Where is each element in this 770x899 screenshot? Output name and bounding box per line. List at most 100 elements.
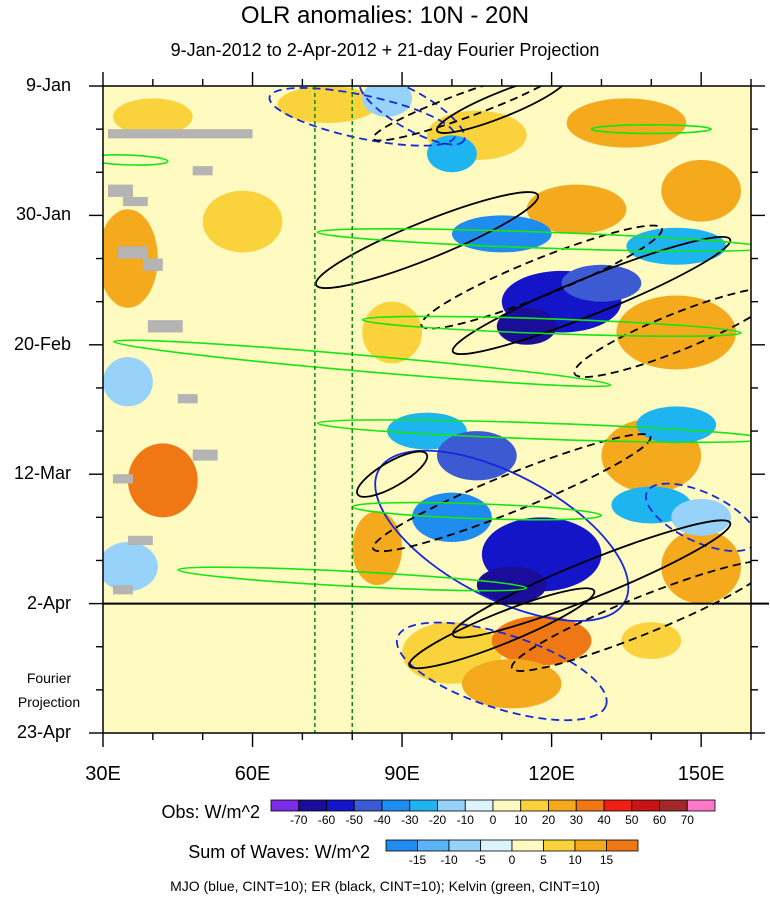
obs-colorbar-swatch: [575, 799, 605, 812]
kelvin-contour: [113, 339, 612, 388]
reference-lines: [103, 86, 769, 733]
obs-colorbar-swatch: [270, 799, 300, 812]
er-contours: [314, 86, 751, 672]
er-contour: [356, 450, 429, 498]
er-contour: [372, 86, 562, 142]
obs-colorbar-swatch: [437, 799, 466, 812]
er-contour: [451, 236, 732, 355]
anomaly-blob: [661, 159, 742, 222]
er-contour: [451, 519, 732, 639]
obs-colorbar-tick-label: 60: [652, 813, 667, 827]
mjo-contour: [395, 621, 608, 722]
obs-colorbar-tick-label: -10: [456, 813, 474, 827]
obs-colorbar-tick-label: 30: [569, 813, 583, 827]
kelvin-contour: [316, 419, 751, 444]
anomaly-blob: [491, 615, 592, 666]
anomaly-blob: [566, 98, 687, 148]
y-tick-label: 12-Mar: [13, 463, 71, 484]
waves-colorbar-swatch: [385, 839, 418, 852]
obs-colorbar-tick-label: 10: [514, 813, 528, 827]
waves-colorbar-tick-label: -5: [475, 853, 486, 867]
obs-colorbar-tick-label: 20: [541, 813, 556, 827]
missing-data-cell: [112, 585, 133, 595]
anomaly-blob: [476, 566, 547, 604]
anomaly-blob: [352, 511, 403, 586]
anomaly-blob: [202, 190, 283, 253]
olr-anomaly-field: [103, 86, 742, 709]
plot-frame: [102, 85, 752, 734]
x-tick-label: 150E: [677, 763, 725, 785]
obs-colorbar-swatch: [520, 799, 549, 812]
anomaly-blob: [611, 486, 692, 524]
waves-colorbar-tick-label: 0: [508, 853, 516, 867]
waves-colorbar-tick-label: 15: [599, 853, 614, 867]
mjo-contour: [358, 86, 466, 146]
missing-data-cell: [112, 474, 133, 484]
obs-colorbar-label: Obs: W/m^2: [161, 802, 260, 822]
chart-title: OLR anomalies: 10N - 20N: [240, 2, 530, 29]
obs-colorbar-swatch: [631, 799, 660, 812]
waves-colorbar-swatch: [480, 839, 513, 852]
anomaly-blob: [671, 498, 732, 536]
missing-data-cell: [117, 246, 148, 259]
obs-colorbar-tick-label: -40: [373, 813, 391, 827]
y-tick-label: 2-Apr: [26, 592, 71, 613]
x-tick-label: 90E: [384, 763, 420, 785]
kelvin-contour: [103, 154, 169, 166]
anomaly-blob: [362, 86, 413, 117]
obs-colorbar-swatch: [409, 799, 438, 812]
obs-colorbar-swatch: [492, 799, 522, 812]
anomaly-blob: [436, 431, 517, 481]
mjo-contour: [268, 87, 456, 147]
missing-data-cell: [147, 320, 183, 333]
missing-data-cells: [107, 129, 253, 595]
er-contour: [573, 287, 751, 378]
x-tick-label: 120E: [528, 763, 575, 785]
x-tick-label: 60E: [234, 763, 271, 785]
obs-colorbar-tick-label: -30: [401, 813, 419, 827]
obs-colorbar-tick-label: -70: [290, 813, 308, 827]
kelvin-contour: [361, 315, 742, 338]
obs-colorbar-swatch: [464, 799, 494, 812]
projection-label-line2: Projection: [17, 694, 81, 710]
x-tick-label: 30E: [85, 763, 121, 785]
mjo-contour: [645, 482, 751, 552]
waves-colorbar-tick-label: -15: [408, 853, 427, 867]
missing-data-cell: [177, 394, 198, 404]
obs-colorbar-tick-label: 70: [680, 813, 694, 827]
waves-colorbar-swatch: [574, 839, 607, 852]
er-contour: [510, 560, 751, 672]
missing-data-cell: [107, 184, 133, 197]
anomaly-blob: [362, 301, 423, 364]
anomaly-blob: [616, 295, 737, 370]
obs-colorbar-swatch: [326, 799, 355, 812]
obs-colorbar-swatch: [686, 799, 716, 812]
obs-colorbar-swatch: [298, 799, 327, 812]
anomaly-blob: [262, 634, 343, 672]
obs-colorbar-tick-label: -50: [345, 813, 363, 827]
obs-colorbar-tick-label: 40: [597, 813, 611, 827]
anomaly-blob: [636, 406, 717, 444]
projection-label-line1: Fourier: [26, 670, 72, 686]
anomaly-blob: [526, 184, 627, 234]
y-tick-label: 23-Apr: [16, 722, 71, 742]
er-contour: [436, 86, 568, 134]
anomaly-blob: [103, 541, 158, 592]
waves-colorbar-swatch: [606, 839, 639, 852]
anomaly-blob: [461, 659, 562, 709]
missing-data-cell: [192, 166, 213, 176]
missing-data-cell: [122, 196, 148, 207]
obs-colorbar-tick-label: -20: [428, 813, 447, 827]
er-contour: [372, 433, 652, 553]
obs-colorbar-swatch: [548, 799, 577, 812]
waves-colorbar-tick-label: -10: [440, 853, 458, 867]
y-tick-label: 9-Jan: [25, 75, 71, 95]
obs-colorbar-tick-label: 0: [489, 813, 497, 827]
axes: [89, 72, 765, 747]
anomaly-blob: [561, 264, 642, 302]
obs-colorbar-tick-label: -60: [317, 813, 336, 827]
kelvin-contour: [590, 124, 712, 135]
kelvin-contour: [316, 228, 751, 253]
chart-footer: MJO (blue, CINT=10); ER (black, CINT=10)…: [170, 878, 600, 894]
er-contour: [314, 191, 540, 289]
